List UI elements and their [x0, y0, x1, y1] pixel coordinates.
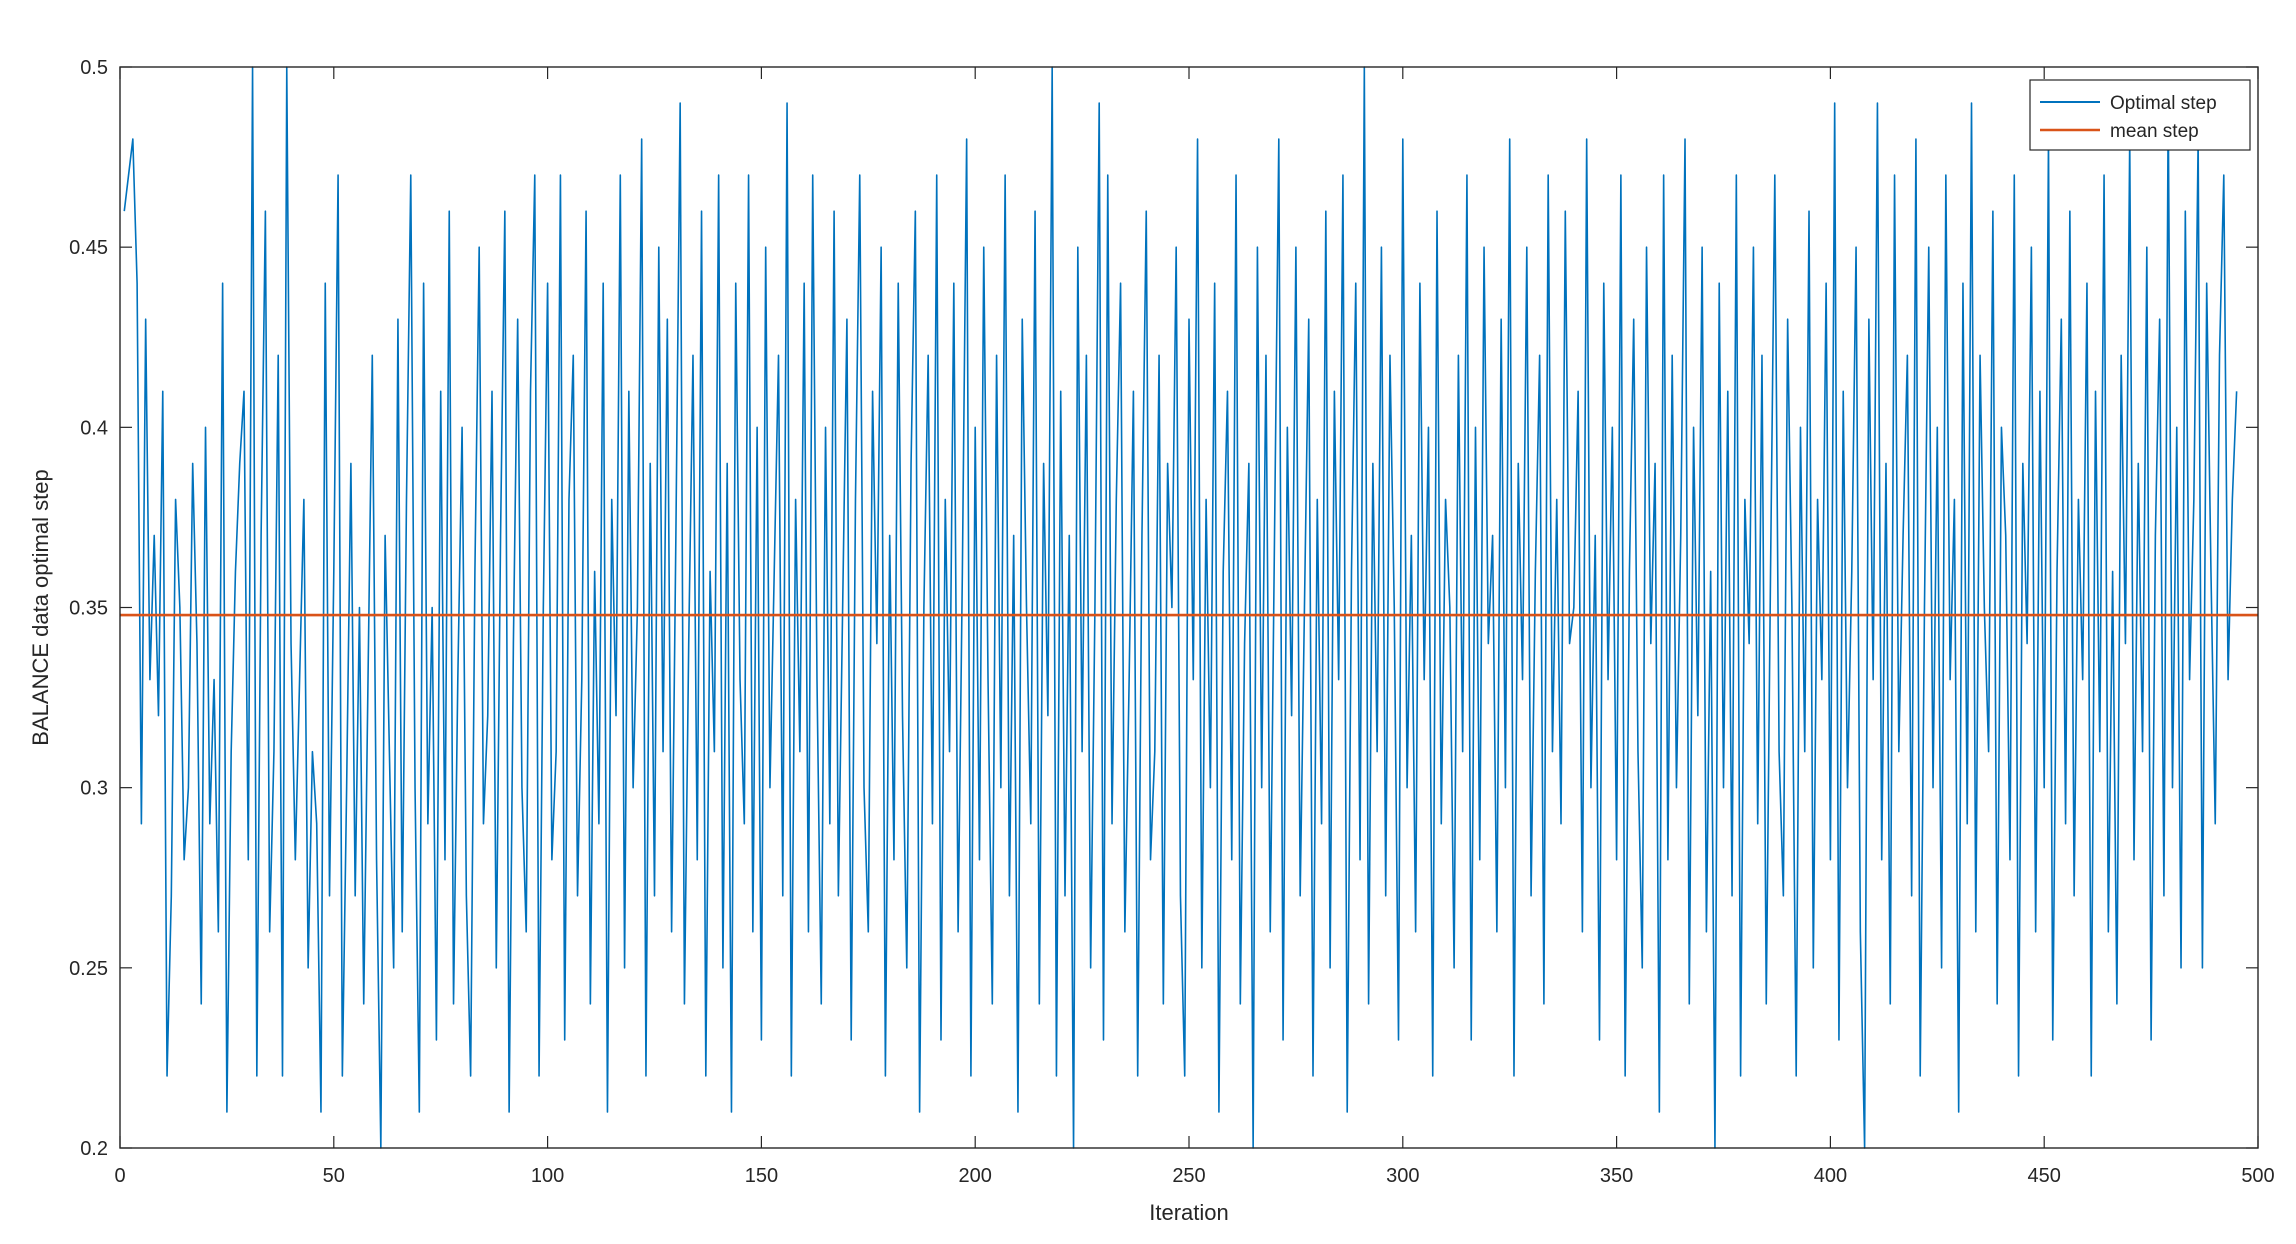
x-tick-label: 450	[2028, 1165, 2061, 1187]
y-tick-label: 0.25	[69, 958, 108, 980]
y-tick-label: 0.2	[80, 1138, 108, 1160]
x-tick-label: 0	[114, 1165, 125, 1187]
x-tick-label: 400	[1814, 1165, 1847, 1187]
x-tick-label: 500	[2241, 1165, 2274, 1187]
x-tick-label: 50	[323, 1165, 345, 1187]
x-tick-label: 100	[531, 1165, 564, 1187]
y-tick-label: 0.45	[69, 237, 108, 259]
plot-background	[120, 67, 2258, 1148]
y-tick-label: 0.35	[69, 598, 108, 620]
legend-label-mean-step: mean step	[2110, 121, 2199, 142]
y-axis-label: BALANCE data optimal step	[28, 469, 53, 745]
x-axis-label: Iteration	[1149, 1200, 1229, 1225]
x-tick-label: 300	[1386, 1165, 1419, 1187]
x-tick-label: 200	[959, 1165, 992, 1187]
series-optimal-step-line	[123, 66, 2238, 1149]
plot-area	[120, 67, 2258, 1148]
legend: Optimal step mean step	[2029, 79, 2251, 151]
y-tick-label: 0.3	[80, 778, 108, 800]
legend-label-optimal-step: Optimal step	[2110, 93, 2217, 114]
axes-layer: 0 50 100 150 200 250 300 350 400 450 500 0.2 0.25 0.3…	[69, 57, 2275, 1187]
y-tick-label: 0.5	[80, 57, 108, 79]
series-layer	[120, 66, 2258, 1149]
x-tick-label: 250	[1172, 1165, 1205, 1187]
legend-box	[2029, 79, 2251, 151]
x-tick-label: 150	[745, 1165, 778, 1187]
y-tick-label: 0.4	[80, 417, 108, 439]
x-tick-label: 350	[1600, 1165, 1633, 1187]
